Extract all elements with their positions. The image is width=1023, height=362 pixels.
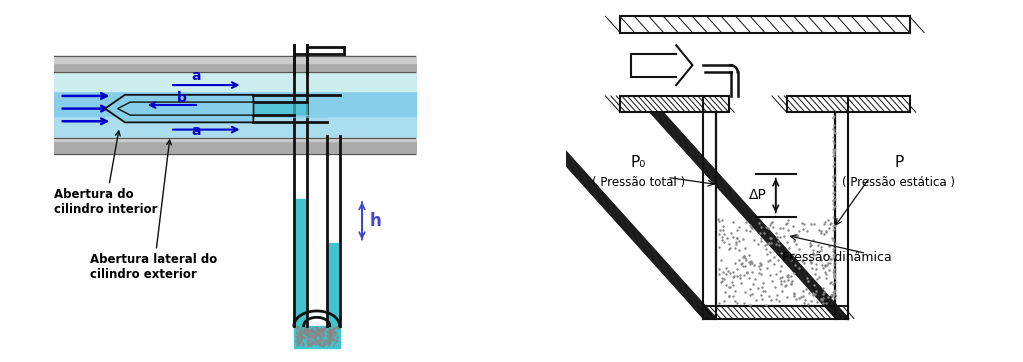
Text: P: P [894,155,903,169]
Text: P₀: P₀ [630,155,646,169]
Text: Abertura lateral do
cilindro exterior: Abertura lateral do cilindro exterior [90,140,218,281]
Polygon shape [118,102,254,115]
Text: Abertura do
cilindro interior: Abertura do cilindro interior [54,131,158,216]
Text: ΔP: ΔP [749,189,766,202]
Text: b: b [177,91,187,105]
Text: a: a [192,70,202,83]
Polygon shape [676,45,693,85]
Polygon shape [704,112,848,319]
Polygon shape [105,95,254,122]
Text: ( Pressão estática ): ( Pressão estática ) [842,176,955,189]
Text: h: h [369,212,381,230]
Text: Pressão dinâmica: Pressão dinâmica [782,251,892,264]
Text: a: a [192,124,202,138]
Text: ( Pressão total ): ( Pressão total ) [591,176,684,189]
